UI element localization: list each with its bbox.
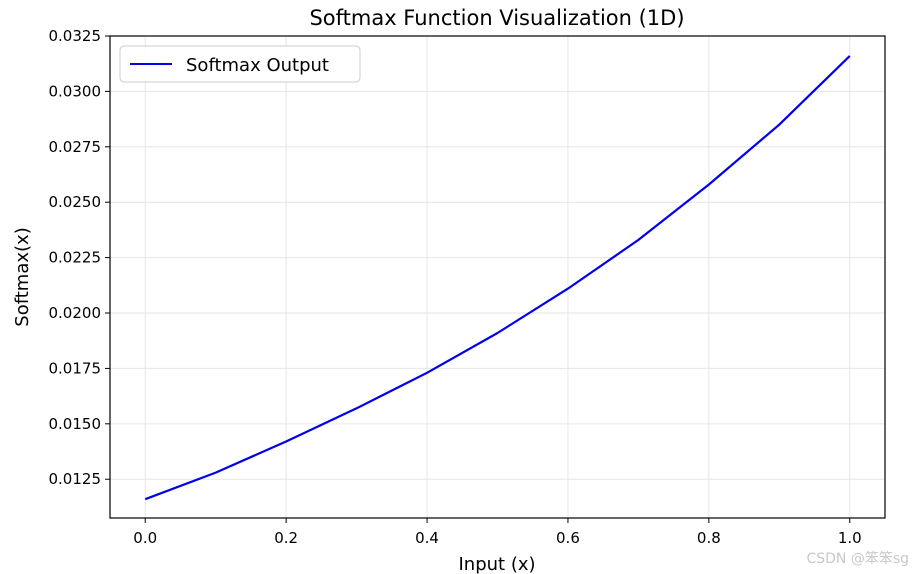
series-layer (144, 55, 851, 501)
plot-frame (109, 35, 886, 519)
x-tick-label: 0.6 (556, 529, 580, 547)
y-tick-label: 0.0225 (49, 249, 102, 267)
x-tick-label: 0.2 (274, 529, 298, 547)
x-tick-label: 0.4 (415, 529, 439, 547)
y-tick-label: 0.0200 (49, 304, 102, 322)
series-line-0 (144, 55, 851, 501)
y-tick-label: 0.0275 (49, 138, 102, 156)
y-tick-label: 0.0125 (49, 470, 102, 488)
chart-title: Softmax Function Visualization (1D) (309, 6, 684, 30)
grid-layer (110, 35, 885, 518)
watermark: CSDN @笨笨sg (806, 551, 909, 567)
legend-label: Softmax Output (186, 55, 329, 76)
y-ticks: 0.0125 0.0150 0.0175 0.0200 0.0225 0.0250 0.02… (49, 27, 110, 488)
y-axis-label: Softmax(x) (12, 227, 33, 326)
x-axis-label: Input (x) (458, 554, 535, 574)
x-tick-label: 0.8 (697, 529, 721, 547)
x-tick-label: 1.0 (838, 529, 862, 547)
axes-frame (109, 35, 886, 519)
y-tick-label: 0.0250 (49, 193, 102, 211)
y-tick-label: 0.0325 (49, 27, 102, 45)
legend: Softmax Output (119, 45, 361, 83)
x-tick-label: 0.0 (133, 529, 157, 547)
y-tick-label: 0.0150 (49, 415, 102, 433)
x-ticks: 0.0 0.2 0.4 0.6 0.8 1.0 (133, 518, 862, 547)
legend-box (119, 45, 361, 83)
y-tick-label: 0.0175 (49, 359, 102, 377)
y-tick-label: 0.0300 (49, 82, 102, 100)
